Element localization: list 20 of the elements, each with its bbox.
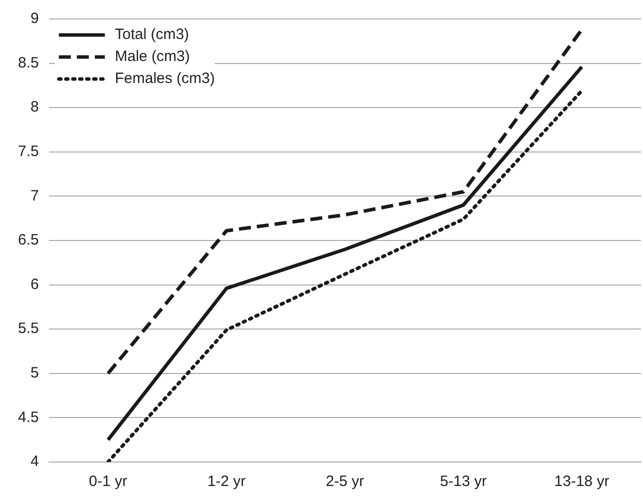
y-tick-label: 7 [30,187,39,204]
y-tick-label: 9 [30,10,39,28]
legend-label: Total (cm3) [114,26,190,44]
y-tick-label: 8.5 [18,54,39,72]
y-tick-label: 6.5 [18,232,39,249]
y-tick-label: 5.5 [18,320,39,338]
line-series [106,28,584,376]
y-tick-label: 4 [30,453,39,470]
x-tick-label: 5-13 yr [440,473,487,490]
legend-label: Females (cm3) [114,70,215,88]
y-tick-label: 8 [30,98,39,116]
y-tick-label: 7.5 [18,143,39,160]
legend-label: Male (cm3) [114,48,190,66]
x-tick-label: 13-18 yr [554,473,610,490]
y-tick-label: 6 [30,276,39,293]
y-tick-label: 4.5 [18,408,39,426]
y-tick-label: 5 [30,364,39,382]
x-tick-label: 1-2 yr [207,473,246,490]
x-tick-label: 0-1 yr [88,473,128,490]
x-tick-label: 2-5 yr [326,473,364,490]
